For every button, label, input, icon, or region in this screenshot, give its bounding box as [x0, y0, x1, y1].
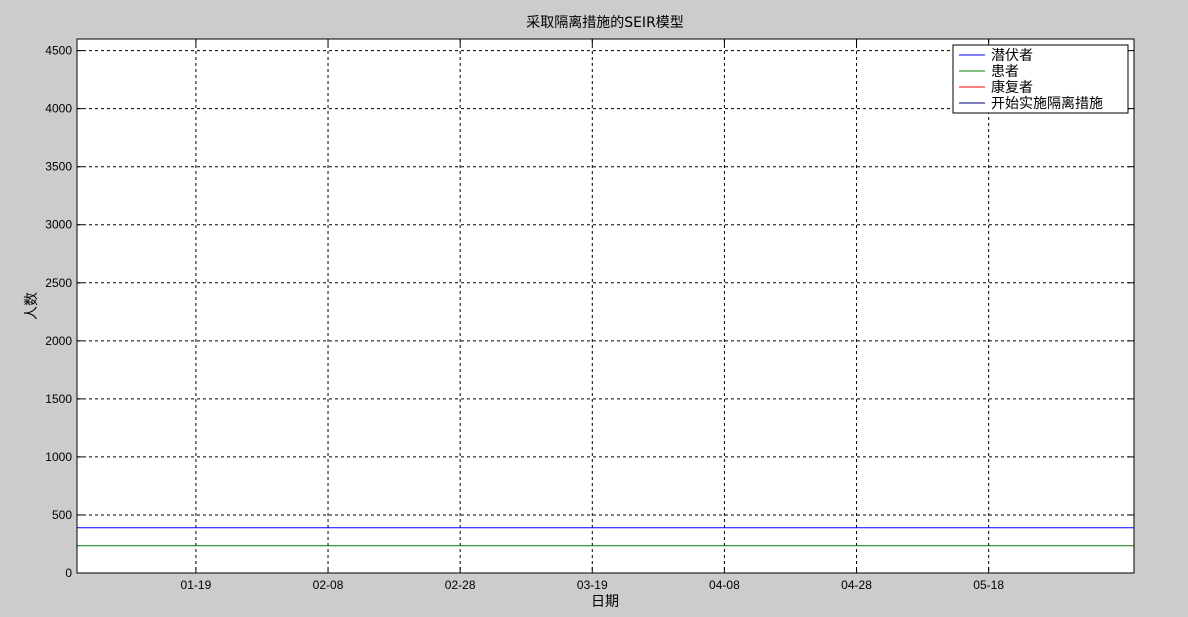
y-tick-label: 4500 [45, 44, 72, 58]
x-tick-label: 02-28 [445, 578, 476, 592]
x-tick-label: 01-19 [181, 578, 212, 592]
ticks: 0 500 1000 1500 2000 2500 3000 3500 4000 4500 01-1… [45, 39, 1134, 592]
legend-box [952, 44, 1129, 114]
grid [77, 39, 1134, 573]
legend-label-0: 潜伏者 [991, 48, 1033, 64]
x-tick-label: 04-28 [841, 578, 872, 592]
y-tick-label: 4000 [45, 102, 72, 116]
y-tick-label: 2500 [45, 276, 72, 290]
y-tick-label: 1500 [45, 392, 72, 406]
x-tick-label: 02-08 [313, 578, 344, 592]
x-tick-label: 05-18 [973, 578, 1004, 592]
legend-label-1: 患者 [991, 64, 1019, 80]
x-axis-label: 日期 [591, 594, 619, 610]
x-tick-label: 03-19 [577, 578, 608, 592]
y-tick-label: 1000 [45, 450, 72, 464]
chart-title: 采取隔离措施的SEIR模型 [526, 14, 684, 31]
y-tick-label: 0 [65, 566, 72, 580]
y-tick-label: 2000 [45, 334, 72, 348]
plot-area [77, 39, 1134, 573]
y-tick-label: 3000 [45, 218, 72, 232]
plot-frame [76, 38, 1135, 574]
x-tick-label: 04-08 [709, 578, 740, 592]
y-tick-label: 3500 [45, 160, 72, 174]
legend-label-3: 开始实施隔离措施 [991, 95, 1103, 112]
y-tick-label: 500 [52, 508, 72, 522]
y-axis-label: 人数 [24, 292, 40, 320]
legend-label-2: 康复者 [991, 79, 1033, 96]
